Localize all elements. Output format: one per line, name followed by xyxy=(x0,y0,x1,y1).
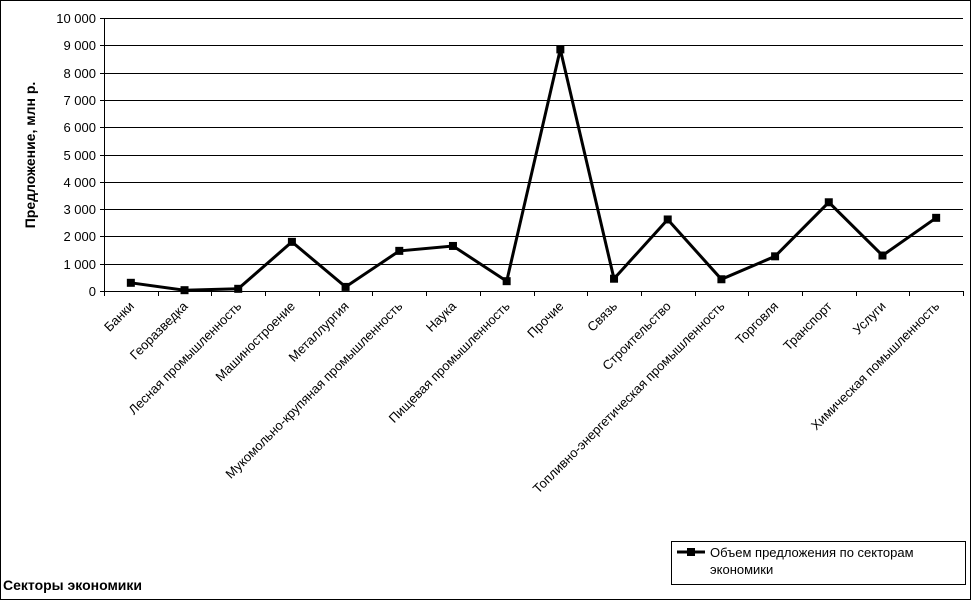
data-point-marker xyxy=(234,284,243,293)
x-tick-label: Связь xyxy=(584,298,620,334)
x-tick-label: Транспорт xyxy=(780,298,835,353)
y-tick-label: 9 000 xyxy=(63,38,96,53)
x-tick-label: Наука xyxy=(423,298,460,335)
data-point-marker xyxy=(771,252,780,261)
gridlines xyxy=(104,18,963,265)
series xyxy=(126,45,941,295)
y-tick-label: 1 000 xyxy=(63,257,96,272)
data-point-marker xyxy=(180,286,189,295)
legend-box xyxy=(671,541,966,585)
data-point-marker xyxy=(610,274,619,283)
legend-entry-label: Объем предложения по секторам экономики xyxy=(710,545,914,577)
y-tick-label: 2 000 xyxy=(63,229,96,244)
y-tick-label: 6 000 xyxy=(63,120,96,135)
x-tick-label: Топливно-энергетическая промышленность xyxy=(530,298,728,496)
data-point-marker xyxy=(824,198,833,207)
data-point-marker xyxy=(126,278,135,287)
y-axis-title: Предложение, млн р. xyxy=(22,82,38,229)
y-tick-label: 3 000 xyxy=(63,202,96,217)
data-point-marker xyxy=(502,277,511,286)
data-point-marker xyxy=(287,237,296,246)
legend: Объем предложения по секторам экономики xyxy=(671,541,966,585)
data-point-marker xyxy=(341,282,350,291)
series-line xyxy=(130,49,938,292)
y-tick-label: 7 000 xyxy=(63,93,96,108)
data-point-marker xyxy=(878,251,887,260)
data-point-marker xyxy=(395,246,404,255)
x-tick-label: Услуги xyxy=(850,299,889,338)
x-tick-label: Банки xyxy=(101,299,137,335)
data-point-marker xyxy=(556,45,565,54)
y-tick-labels: 0 1 000 2 000 3 000 4 000 5 000 6 000 7 000 8 00… xyxy=(56,11,96,299)
data-point-marker xyxy=(663,215,672,224)
legend-marker-icon xyxy=(687,548,695,556)
y-tick-label: 10 000 xyxy=(56,11,96,26)
x-tick-label: Прочие xyxy=(524,299,566,341)
y-tick-label: 0 xyxy=(89,284,96,299)
y-tick-label: 5 000 xyxy=(63,148,96,163)
y-tick-label: 4 000 xyxy=(63,175,96,190)
axes xyxy=(100,18,964,296)
data-point-marker xyxy=(932,213,941,222)
y-tick-label: 8 000 xyxy=(63,66,96,81)
x-tick-label: Лесная промышленность xyxy=(125,298,244,417)
data-point-marker xyxy=(448,241,457,250)
data-point-marker xyxy=(717,275,726,284)
x-tick-label: Торговля xyxy=(732,299,781,348)
x-axis-title: Секторы экономики xyxy=(3,577,142,593)
